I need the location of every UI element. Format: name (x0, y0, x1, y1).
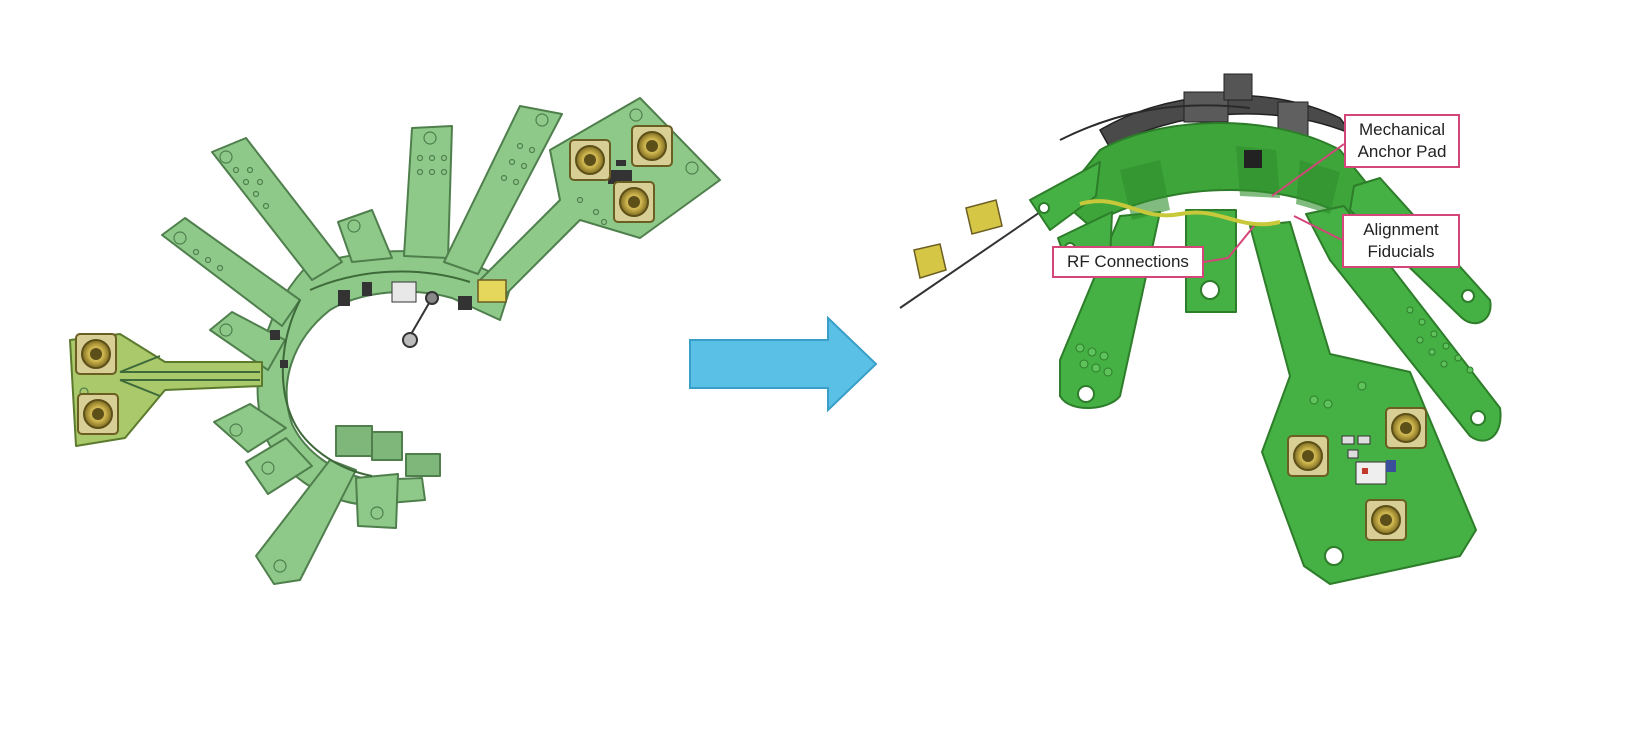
folded-pcb-components (1244, 150, 1396, 485)
rf-connector-icon (77, 393, 119, 435)
rf-connector-icon (1287, 435, 1329, 477)
folded-pcb-side-connectors (913, 199, 1003, 279)
pcb-finger (355, 473, 399, 529)
callout-text: Fiducials (1367, 242, 1435, 261)
pcb-finger (211, 137, 343, 281)
callout-alignment-fiducials: Alignment Fiducials (1342, 214, 1460, 268)
callout-mechanical-anchor-pad: Mechanical Anchor Pad (1344, 114, 1460, 168)
rf-connector-icon (631, 125, 673, 167)
pcb-finger (255, 459, 357, 585)
right-arrow-icon (689, 315, 878, 413)
rf-connector-icon (1365, 499, 1407, 541)
pcb-finger (1029, 161, 1101, 231)
callout-text: Alignment (1363, 220, 1439, 239)
flat-pcb-probe (402, 291, 439, 348)
folded-pcb-vias (1075, 306, 1474, 409)
pcb-component (405, 453, 441, 477)
rf-connector-icon (613, 181, 655, 223)
pcb-finger (213, 403, 287, 453)
pcb-connector-paddle (1249, 221, 1477, 585)
flat-pcb-ics (270, 160, 632, 368)
pcb-component (335, 425, 373, 457)
pcb-finger (209, 311, 286, 371)
callout-leaders (1203, 143, 1345, 263)
pcb-finger (403, 125, 453, 259)
flat-pcb-component-yellow (477, 279, 507, 303)
callout-text: Anchor Pad (1357, 142, 1447, 161)
callout-text: Mechanical (1359, 120, 1445, 139)
pcb-component (371, 431, 403, 461)
rf-connector-icon (75, 333, 117, 375)
flat-pcb-traces (119, 270, 471, 477)
folded-pcb-trace (1079, 199, 1281, 227)
pcb-finger (337, 209, 393, 263)
flat-pcb-vias (79, 108, 699, 573)
callout-text: RF Connections (1067, 252, 1189, 271)
rf-connector-icon (1385, 407, 1427, 449)
rf-connector-icon (569, 139, 611, 181)
pcb-finger (245, 437, 313, 495)
callout-rf-connections: RF Connections (1052, 246, 1204, 278)
